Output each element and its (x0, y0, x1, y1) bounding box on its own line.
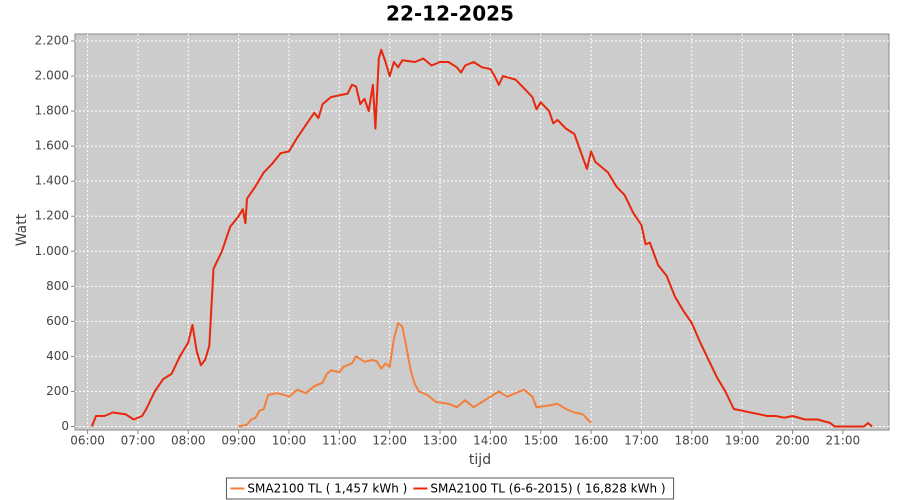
x-tick-label: 09:00 (221, 434, 256, 448)
plot-area (74, 33, 890, 431)
y-tick-label: 1.800 (35, 104, 69, 118)
x-tick-label: 14:00 (473, 434, 508, 448)
legend-label: SMA2100 TL (6-6-2015) ( 16,828 kWh ) (430, 482, 665, 496)
x-tick-label: 21:00 (826, 434, 861, 448)
x-tick-label: 13:00 (423, 434, 458, 448)
legend: SMA2100 TL ( 1,457 kWh ) SMA2100 TL (6-6-… (225, 477, 675, 500)
y-tick-label: 400 (46, 349, 69, 363)
legend-label: SMA2100 TL ( 1,457 kWh ) (247, 482, 407, 496)
x-tick-label: 19:00 (725, 434, 760, 448)
y-axis-label: Watt (14, 213, 30, 246)
y-tick-label: 2.200 (35, 34, 69, 48)
x-tick-label: 08:00 (171, 434, 206, 448)
y-tick-label: 1.400 (35, 174, 69, 188)
y-tick-label: 1.200 (35, 209, 69, 223)
x-tick-label: 17:00 (624, 434, 659, 448)
x-tick-label: 15:00 (523, 434, 558, 448)
y-tick-label: 800 (46, 279, 69, 293)
y-tick-label: 0 (61, 419, 69, 433)
y-tick-label: 1.000 (35, 244, 69, 258)
series-line (238, 322, 592, 428)
x-tick-label: 11:00 (322, 434, 357, 448)
y-tick-label: 600 (46, 314, 69, 328)
x-tick-label: 20:00 (775, 434, 810, 448)
legend-box (225, 477, 675, 500)
x-tick-label: 07:00 (121, 434, 156, 448)
y-tick-label: 200 (46, 384, 69, 398)
x-axis-label: tijd (469, 452, 491, 468)
x-tick-label: 16:00 (574, 434, 609, 448)
legend-item: SMA2100 TL ( 1,457 kWh ) (230, 482, 407, 496)
x-tick-label: 10:00 (272, 434, 307, 448)
x-tick-label: 12:00 (372, 434, 407, 448)
y-tick-label: 2.000 (35, 69, 69, 83)
x-tick-label: 18:00 (674, 434, 709, 448)
y-tick-label: 1.600 (35, 139, 69, 153)
x-tick-label: 06:00 (70, 434, 105, 448)
chart-title: 22-12-2025 (386, 2, 514, 26)
legend-item: SMA2100 TL (6-6-2015) ( 16,828 kWh ) (413, 482, 666, 496)
series-line (90, 48, 873, 428)
